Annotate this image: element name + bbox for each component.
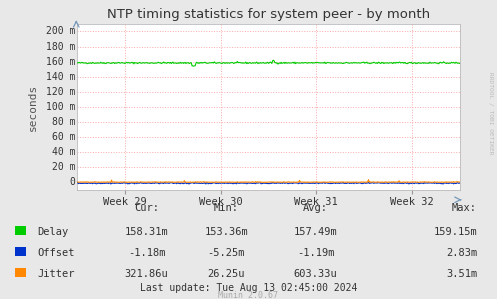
Text: 157.49m: 157.49m — [294, 227, 337, 237]
Text: 100 m: 100 m — [46, 102, 75, 112]
Text: 159.15m: 159.15m — [433, 227, 477, 237]
Text: 153.36m: 153.36m — [204, 227, 248, 237]
Text: Last update: Tue Aug 13 02:45:00 2024: Last update: Tue Aug 13 02:45:00 2024 — [140, 283, 357, 293]
Text: Munin 2.0.67: Munin 2.0.67 — [219, 291, 278, 299]
Text: 80 m: 80 m — [52, 117, 75, 127]
Text: 120 m: 120 m — [46, 87, 75, 97]
Text: Avg:: Avg: — [303, 203, 328, 213]
Text: 3.51m: 3.51m — [446, 269, 477, 279]
Text: Min:: Min: — [214, 203, 239, 213]
Text: 180 m: 180 m — [46, 42, 75, 51]
Y-axis label: seconds: seconds — [28, 83, 38, 131]
Text: Offset: Offset — [37, 248, 75, 258]
Text: -5.25m: -5.25m — [207, 248, 245, 258]
Text: 40 m: 40 m — [52, 147, 75, 157]
Text: 26.25u: 26.25u — [207, 269, 245, 279]
Text: 160 m: 160 m — [46, 57, 75, 67]
Text: -1.19m: -1.19m — [297, 248, 334, 258]
Title: NTP timing statistics for system peer - by month: NTP timing statistics for system peer - … — [107, 8, 430, 21]
Text: 0: 0 — [69, 177, 75, 187]
Text: Max:: Max: — [452, 203, 477, 213]
Text: 140 m: 140 m — [46, 72, 75, 82]
Text: RRDTOOL / TOBI OETIKER: RRDTOOL / TOBI OETIKER — [489, 72, 494, 155]
Text: Cur:: Cur: — [134, 203, 159, 213]
Text: -1.18m: -1.18m — [128, 248, 166, 258]
Text: Delay: Delay — [37, 227, 69, 237]
Text: 158.31m: 158.31m — [125, 227, 168, 237]
Text: Jitter: Jitter — [37, 269, 75, 279]
Text: 60 m: 60 m — [52, 132, 75, 142]
Text: 2.83m: 2.83m — [446, 248, 477, 258]
Text: 200 m: 200 m — [46, 27, 75, 36]
Text: 20 m: 20 m — [52, 162, 75, 172]
Text: 603.33u: 603.33u — [294, 269, 337, 279]
Text: 321.86u: 321.86u — [125, 269, 168, 279]
